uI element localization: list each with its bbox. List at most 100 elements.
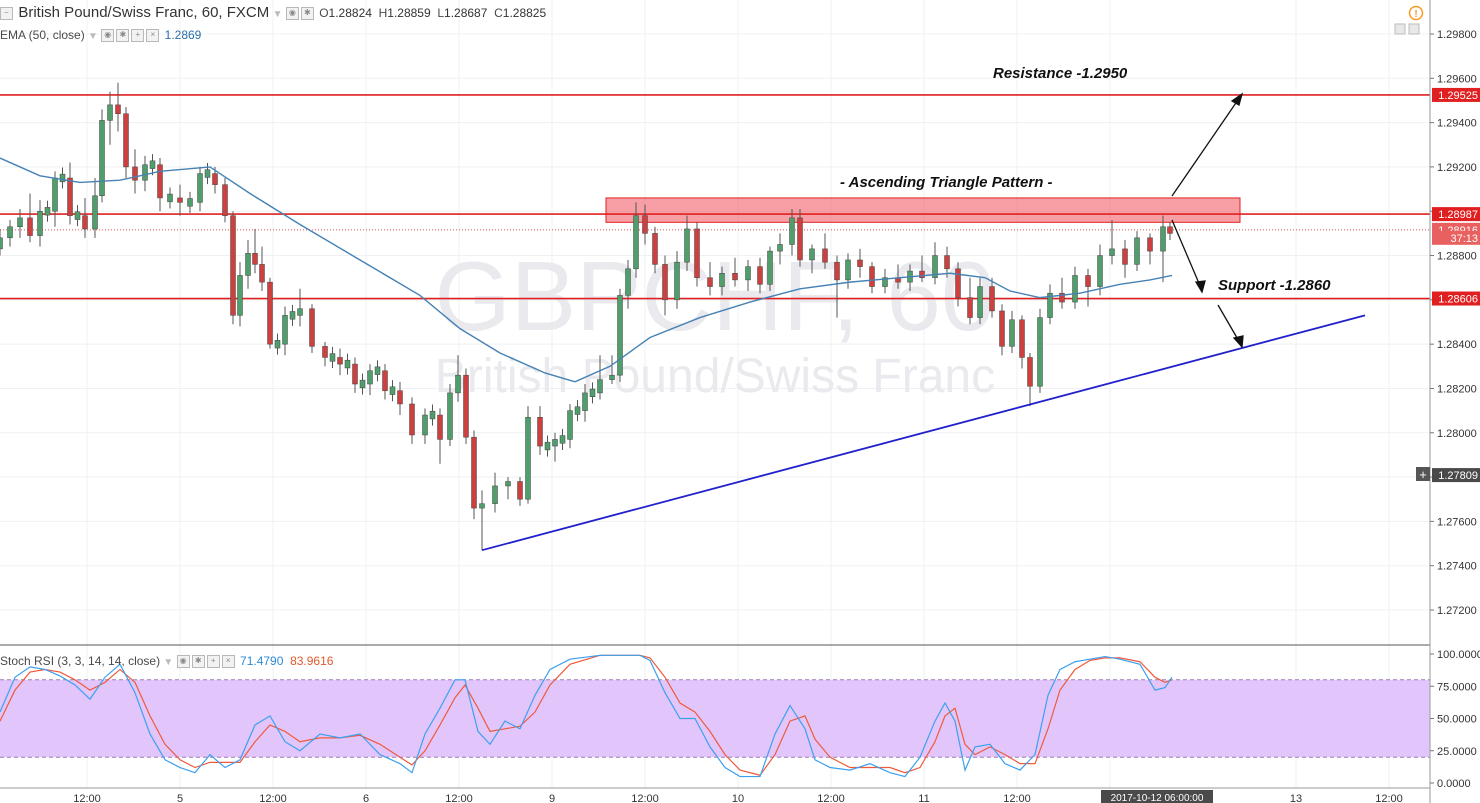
- stoch-legend: Stoch RSI (3, 3, 14, 14, close) ▼ ◉ ✱ + × 7…: [0, 654, 333, 669]
- candle: [694, 222, 700, 287]
- candle-body: [367, 370, 373, 385]
- candle: [212, 166, 218, 194]
- candle-body: [471, 436, 477, 509]
- ema-label[interactable]: EMA (50, close): [0, 28, 85, 42]
- candle-body: [329, 353, 336, 362]
- candle-body: [944, 255, 950, 270]
- candle: [252, 228, 258, 274]
- candle-body: [389, 386, 396, 395]
- candle: [329, 346, 336, 368]
- gear-icon[interactable]: ✱: [116, 29, 130, 43]
- candle-body: [149, 160, 156, 169]
- candle-body: [142, 164, 148, 181]
- ema-line: [0, 157, 1173, 383]
- chevron-down-icon[interactable]: ▼: [88, 31, 98, 42]
- price-tag: 1.29525: [1432, 87, 1480, 102]
- candle-body: [662, 264, 668, 301]
- candle: [777, 233, 783, 265]
- candle: [352, 357, 358, 393]
- collapse-icon[interactable]: −: [0, 7, 13, 21]
- watermark: GBPCHF, 60 British Pound/Swiss Franc: [435, 241, 996, 403]
- arrows[interactable]: [1171, 92, 1244, 349]
- resistance-zone[interactable]: [605, 197, 1241, 223]
- candle: [1109, 220, 1115, 265]
- arrow-down-1: [1171, 219, 1202, 289]
- stoch-tick-label: 75.0000: [1437, 681, 1477, 693]
- candle-body: [694, 228, 700, 278]
- candle-body: [834, 261, 840, 281]
- candle: [1134, 231, 1140, 272]
- candle: [552, 432, 558, 462]
- ascending-trendline[interactable]: [481, 314, 1366, 552]
- candle-body: [337, 357, 343, 365]
- eye-icon[interactable]: ◉: [101, 29, 115, 43]
- stoch-tick-label: 0.0000: [1437, 778, 1471, 790]
- candle-body: [82, 215, 88, 230]
- price-axis[interactable]: 1.298001.296001.294001.292001.290001.288…: [1430, 29, 1477, 617]
- candle: [559, 428, 566, 450]
- candle-body: [447, 392, 453, 440]
- candle-body: [1160, 226, 1166, 252]
- candle: [684, 215, 690, 272]
- add-icon[interactable]: +: [206, 655, 220, 669]
- stoch-k-value: 71.4790: [240, 654, 284, 668]
- candle: [544, 435, 551, 457]
- candle: [27, 193, 33, 243]
- price-tag-label: 1.28606: [1438, 294, 1478, 306]
- watermark-symbol: GBPCHF, 60: [435, 241, 996, 351]
- candle-body: [492, 485, 498, 504]
- close-icon[interactable]: ×: [221, 655, 235, 669]
- candle: [1160, 215, 1166, 283]
- candle: [289, 304, 296, 326]
- candle: [732, 257, 738, 287]
- price-tick-label: 1.27400: [1437, 561, 1477, 573]
- gear-icon[interactable]: ✱: [300, 7, 314, 21]
- candle-body: [74, 211, 81, 220]
- candle: [1009, 310, 1015, 354]
- arrow-up-head: [1230, 92, 1244, 106]
- candle-body: [107, 104, 113, 121]
- gear-icon[interactable]: ✱: [191, 655, 205, 669]
- candle-body: [1037, 317, 1043, 387]
- eye-icon[interactable]: ◉: [176, 655, 190, 669]
- candle-body: [977, 286, 983, 318]
- watermark-name: British Pound/Swiss Franc: [435, 350, 995, 403]
- crosshair-time-label: 2017-10-12 06:00:00: [1111, 793, 1204, 803]
- chevron-down-icon[interactable]: ▼: [272, 9, 283, 20]
- symbol-title[interactable]: British Pound/Swiss Franc, 60, FXCM: [18, 4, 270, 21]
- candle: [492, 472, 498, 513]
- eye-icon[interactable]: ◉: [285, 7, 299, 21]
- candle: [719, 266, 725, 296]
- candle: [1059, 277, 1065, 309]
- time-tick-label: 10: [732, 793, 744, 803]
- stoch-axis[interactable]: 100.0000 75.0000 50.0000 25.0000 0.0000: [1430, 649, 1480, 790]
- candle: [107, 91, 113, 145]
- candle: [757, 257, 763, 294]
- candle: [642, 204, 648, 245]
- time-axis[interactable]: 12:00512:00612:00912:001012:001112:00121…: [73, 793, 1403, 803]
- stoch-label[interactable]: Stoch RSI (3, 3, 14, 14, close): [0, 654, 161, 668]
- add-icon[interactable]: +: [131, 29, 145, 43]
- time-tick-label: 6: [363, 793, 369, 803]
- candle-body: [17, 217, 23, 227]
- candle-body: [1059, 292, 1065, 303]
- top-right-icons[interactable]: ! +: [1394, 5, 1430, 483]
- candle: [597, 355, 603, 400]
- candle: [1085, 268, 1091, 307]
- chevron-down-icon[interactable]: ▼: [163, 657, 174, 668]
- candle: [609, 355, 615, 385]
- candle: [1122, 240, 1128, 278]
- candle: [0, 228, 3, 256]
- candle: [67, 162, 73, 225]
- price-tick-label: 1.29800: [1437, 29, 1477, 41]
- candle: [589, 382, 596, 404]
- time-tick-label: 13: [1290, 793, 1302, 803]
- candle: [367, 364, 373, 396]
- close-icon[interactable]: ×: [146, 29, 160, 43]
- candle-body: [382, 370, 388, 391]
- candle-body: [409, 403, 415, 436]
- candle: [582, 384, 588, 422]
- stoch-lines: [0, 654, 1173, 778]
- candle: [789, 209, 795, 256]
